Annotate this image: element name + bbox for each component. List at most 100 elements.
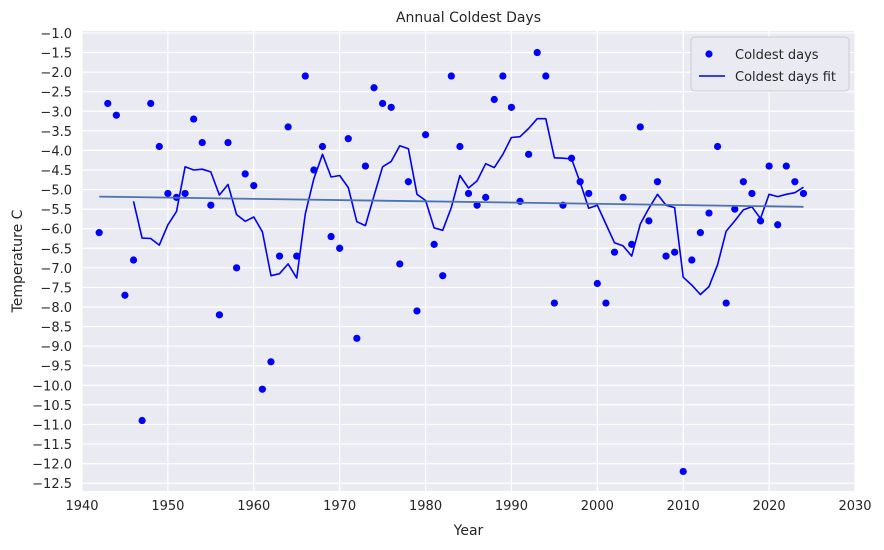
scatter-point	[731, 205, 739, 213]
y-tick-label: −9.0	[40, 340, 72, 355]
y-tick-label: −2.0	[40, 66, 72, 81]
y-tick-label: −10.5	[32, 399, 72, 414]
legend-label-coldest-days: Coldest days	[735, 48, 819, 63]
scatter-point	[636, 123, 644, 131]
scatter-point	[198, 138, 206, 147]
y-tick-label: −7.5	[40, 281, 72, 296]
scatter-point	[353, 334, 361, 342]
scatter-point	[473, 201, 481, 209]
x-tick-label: 1950	[151, 499, 184, 514]
y-tick-label: −1.0	[40, 27, 72, 42]
scatter-point	[439, 272, 447, 280]
scatter-point	[705, 209, 713, 217]
scatter-point	[464, 189, 473, 198]
y-tick-label: −1.5	[40, 47, 72, 62]
x-tick-label: 2010	[667, 499, 700, 514]
scatter-point	[379, 99, 387, 108]
scatter-point	[164, 189, 172, 198]
scatter-point	[112, 111, 120, 119]
legend-label-coldest-days-fit: Coldest days fit	[735, 70, 836, 85]
legend-box	[690, 36, 850, 92]
scatter-point	[104, 99, 112, 108]
x-tick-label: 1960	[237, 499, 270, 514]
x-tick-label: 2030	[838, 499, 871, 514]
scatter-point	[756, 217, 765, 225]
scatter-point	[370, 84, 378, 92]
y-tick-label: −4.0	[40, 144, 72, 159]
scatter-point	[396, 260, 404, 268]
scatter-point	[241, 170, 249, 178]
scatter-point	[593, 279, 601, 288]
y-tick-label: −5.5	[40, 203, 72, 218]
y-axis-title: Temperature C	[10, 209, 26, 313]
scatter-point	[550, 299, 558, 307]
y-tick-label: −3.5	[40, 125, 72, 140]
scatter-point	[679, 467, 687, 476]
scatter-point	[361, 162, 370, 170]
y-tick-label: −8.0	[40, 301, 72, 316]
scatter-point	[336, 244, 344, 252]
y-tick-label: −11.5	[32, 438, 72, 453]
scatter-point	[430, 240, 438, 248]
scatter-point	[404, 178, 412, 186]
scatter-point	[421, 131, 430, 139]
scatter-point	[129, 256, 138, 264]
scatter-point	[791, 178, 799, 186]
x-tick-label: 1940	[65, 499, 98, 514]
y-tick-label: −3.0	[40, 105, 72, 120]
scatter-point	[215, 311, 224, 319]
scatter-point	[748, 189, 756, 198]
scatter-point	[610, 248, 619, 256]
y-tick-label: −8.5	[40, 321, 72, 336]
scatter-point	[765, 162, 773, 170]
scatter-point	[628, 240, 636, 248]
scatter-point	[233, 264, 241, 272]
scatter-point	[713, 142, 722, 151]
tick-layer: 1940 1950 1960 1970 1980 1990 2000 2010 2020 2030…	[32, 27, 871, 514]
scatter-point	[653, 178, 662, 186]
x-tick-label: 2000	[581, 499, 614, 514]
legend-scatter-marker	[705, 50, 713, 58]
scatter-point	[482, 193, 490, 201]
scatter-point	[619, 193, 627, 201]
scatter-point	[284, 123, 292, 131]
series-layer	[95, 48, 808, 476]
scatter-point	[181, 189, 189, 198]
scatter-point	[542, 72, 550, 80]
y-tick-label: −4.5	[40, 164, 72, 179]
scatter-point	[782, 162, 790, 170]
plot-area	[82, 31, 855, 491]
scatter-point	[224, 138, 232, 147]
x-axis-title: Year	[453, 523, 484, 539]
chart-title: Annual Coldest Days	[396, 10, 541, 26]
scatter-point	[318, 142, 327, 151]
scatter-point	[301, 72, 309, 80]
y-tick-label: −6.5	[40, 242, 72, 257]
scatter-point	[387, 103, 395, 111]
y-tick-label: −12.5	[32, 477, 72, 492]
scatter-point	[293, 252, 301, 260]
y-tick-label: −10.0	[32, 379, 72, 394]
y-tick-label: −9.5	[40, 360, 72, 375]
scatter-point	[344, 135, 352, 143]
scatter-point	[327, 232, 335, 241]
scatter-point	[456, 142, 464, 151]
scatter-point	[696, 229, 705, 237]
scatter-point	[447, 72, 455, 80]
scatter-point	[645, 217, 653, 225]
scatter-point	[275, 252, 284, 260]
fit-line	[132, 117, 804, 296]
y-tick-label: −7.0	[40, 262, 72, 277]
scatter-point	[207, 201, 215, 209]
scatter-point	[138, 416, 146, 425]
scatter-point	[739, 178, 747, 186]
legend: Coldest days Coldest days fit	[690, 36, 850, 92]
scatter-point	[602, 299, 610, 307]
trend-line	[99, 195, 804, 208]
scatter-point	[258, 385, 266, 393]
scatter-point	[533, 48, 541, 57]
scatter-point	[190, 115, 198, 123]
scatter-point	[722, 299, 730, 307]
